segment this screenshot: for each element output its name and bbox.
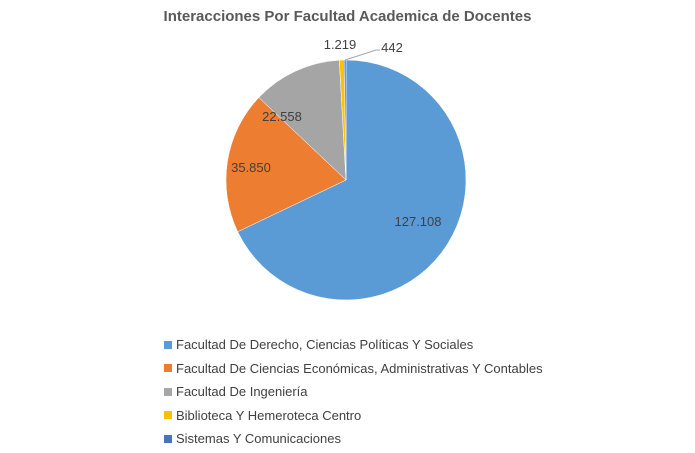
legend-label: Biblioteca Y Hemeroteca Centro <box>176 407 362 423</box>
legend-item: Facultad De Ciencias Económicas, Adminis… <box>164 357 543 381</box>
leader-line <box>344 49 380 61</box>
pie-slice-2 <box>258 59 347 181</box>
legend-swatch <box>164 434 172 443</box>
legend-item: Biblioteca Y Hemeroteca Centro <box>164 404 543 428</box>
legend-item: Sistemas Y Comunicaciones <box>164 427 543 451</box>
legend-label: Facultad De Ingeniería <box>176 384 308 400</box>
chart-title: Interacciones Por Facultad Academica de … <box>163 8 532 25</box>
data-label-3: 1.219 <box>324 37 357 52</box>
legend-swatch <box>164 340 172 349</box>
legend-label: Sistemas Y Comunicaciones <box>176 431 341 447</box>
legend-swatch <box>164 411 172 420</box>
legend: Facultad De Derecho, Ciencias Políticas … <box>164 333 543 451</box>
data-label-4: 442 <box>381 40 403 55</box>
pie-slice-1 <box>225 97 347 233</box>
legend-swatch <box>164 387 172 396</box>
legend-item: Facultad De Derecho, Ciencias Políticas … <box>164 333 543 357</box>
legend-label: Facultad De Ciencias Económicas, Adminis… <box>176 360 543 376</box>
data-label-2: 22.558 <box>262 109 302 124</box>
legend-swatch <box>164 364 172 373</box>
legend-item: Facultad De Ingeniería <box>164 380 543 404</box>
pie-slice-0 <box>237 59 467 301</box>
data-label-1: 35.850 <box>231 160 271 175</box>
data-label-0: 127.108 <box>395 214 442 229</box>
legend-label: Facultad De Derecho, Ciencias Políticas … <box>176 337 474 353</box>
